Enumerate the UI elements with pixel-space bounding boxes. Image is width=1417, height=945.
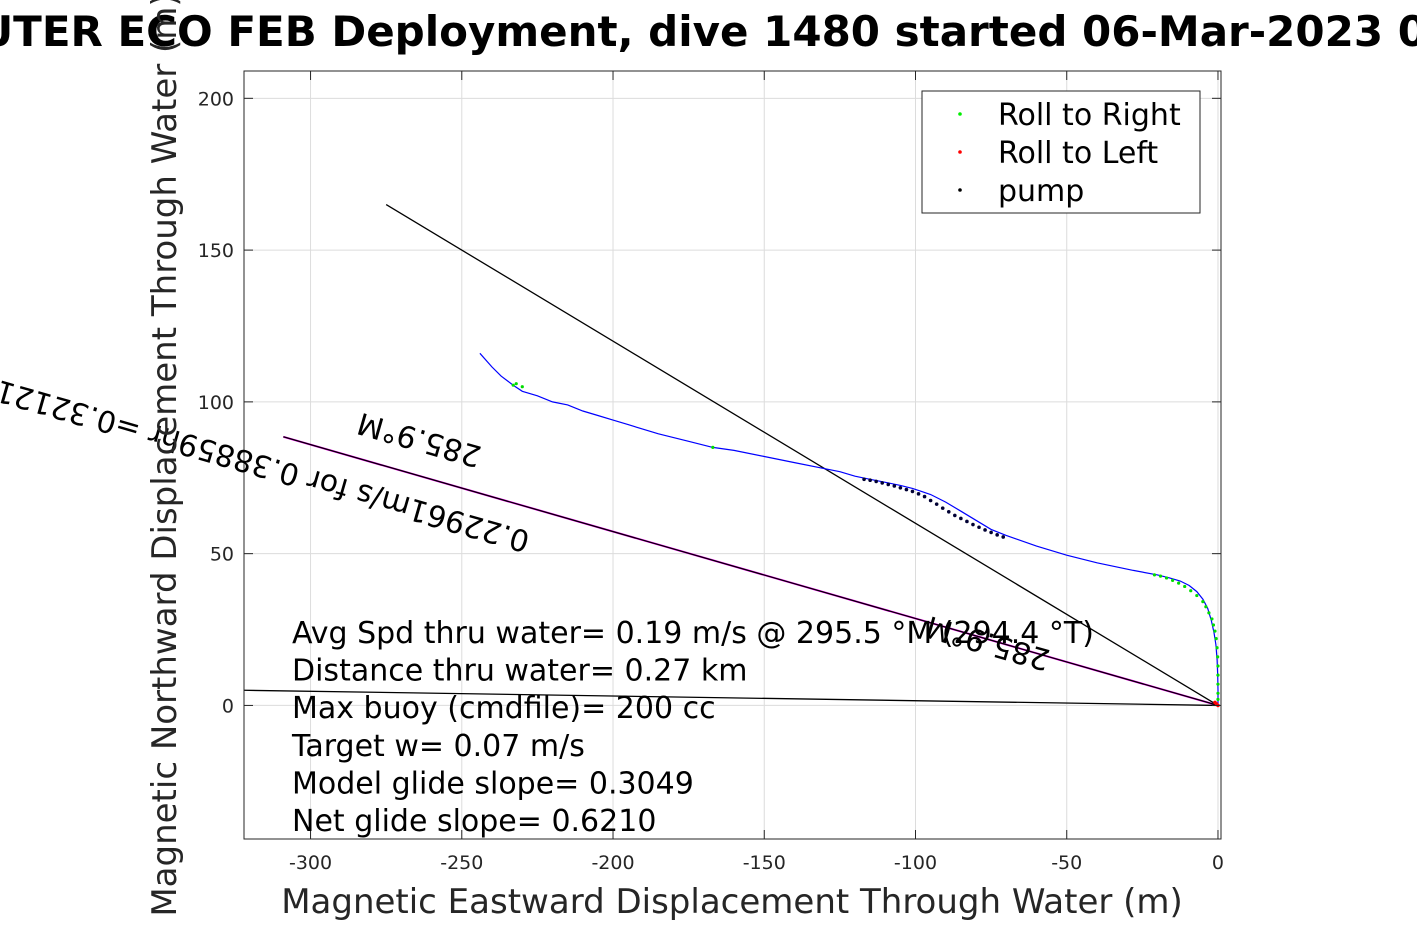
grid [244,71,1221,839]
roll-right-point [514,382,518,386]
y-axis-label: Magnetic Northward Displacement Through … [145,0,185,917]
roll-right-point [1164,576,1169,580]
plot-frame [243,70,1222,840]
chart-title: SG HAUTER ECO FEB Deployment, dive 1480 … [0,7,1417,56]
roll-right-point [520,385,524,389]
x-tick-label: -150 [743,852,786,874]
stats-block: Avg Spd thru water= 0.19 m/s @ 295.5 °M … [291,616,1094,839]
roll-right-point [1152,573,1157,577]
pump-point [892,484,897,488]
pump-point [989,530,993,535]
pump-point [880,481,885,485]
roll-right-point [1216,691,1220,695]
roll-right-point [1204,605,1208,609]
x-tick-label: -250 [440,852,483,874]
black-line-2 [385,204,1219,706]
stat-line: Distance thru water= 0.27 km [292,654,747,689]
roll-right-point [1216,682,1220,686]
pump-point [886,482,891,487]
pump-point [874,479,878,484]
roll-right-point [511,383,515,387]
pump-point [959,516,963,521]
track-line [479,352,1219,706]
roll-right-point [1213,629,1217,633]
pump-point [916,492,921,496]
x-tick-label: -300 [289,852,332,874]
roll-right-point [1216,655,1220,659]
stat-line: Net glide slope= 0.6210 [292,804,656,839]
y-tick-label: 100 [198,392,234,414]
roll-right-point [1158,574,1163,578]
reference-lines [243,204,1219,707]
pump-point [983,528,987,532]
y-tick-label: 200 [198,88,234,110]
axis-ticks: -300 -250 -200 -150 -100 -50 0 0 50 100 150 200 [198,71,1224,874]
roll-right-point [1211,623,1216,627]
legend-label: Roll to Right [998,98,1181,133]
y-tick-label: 50 [210,544,234,566]
roll-right-point [1177,581,1181,585]
pump-point [940,506,945,510]
pump-point [898,485,903,490]
legend-marker [958,150,962,154]
black-line-3 [243,689,1218,707]
pump-point [995,533,999,537]
x-tick-label: -50 [1051,852,1082,874]
pump-point [953,513,957,518]
legend-box [921,90,1201,214]
x-axis-label: Magnetic Eastward Displacement Through W… [281,882,1183,922]
roll-right-point [1189,589,1193,593]
stat-line: Max buoy (cmdfile)= 200 cc [292,691,716,726]
pump-point [934,502,939,506]
legend-marker [958,188,962,192]
stat-line: Model glide slope= 0.3049 [292,766,694,801]
roll-right-point [1216,673,1220,677]
pump-point [946,509,951,514]
roll-right-point [1183,584,1187,589]
pump-point [904,487,909,492]
marker-layer [511,382,1220,708]
roll-left-point [1213,700,1217,705]
roll-right-point [1216,664,1220,668]
y-tick-label: 0 [222,695,234,717]
pump-point [910,489,915,494]
x-tick-label: -200 [591,852,634,874]
pump-point [971,522,975,527]
pump-point [965,519,969,524]
x-tick-label: 0 [1212,852,1224,874]
black-line-1 [283,436,1219,707]
roll-right-point [1214,637,1218,641]
series-layer [479,352,1219,706]
x-tick-label: -100 [894,852,937,874]
stat-line: Avg Spd thru water= 0.19 m/s @ 295.5 °M … [292,616,1094,651]
pump-point [1001,535,1006,539]
roll-right-point [1201,600,1205,604]
roll-right-point [1216,697,1220,701]
pump-point [862,477,866,482]
legend-label: pump [998,174,1084,209]
stat-line: Target w= 0.07 m/s [291,729,585,764]
roll-right-point [1207,611,1211,615]
pump-point [922,494,927,499]
roll-right-point [1210,617,1214,621]
legend-label: Roll to Left [998,136,1158,171]
roll-right-point [711,445,715,450]
y-tick-label: 150 [198,240,234,262]
roll-right-point [1215,646,1219,650]
legend-marker [958,112,962,116]
pump-point [928,498,933,503]
roll-right-point [1171,578,1175,582]
roll-right-point [1195,593,1199,598]
pump-point [977,525,981,530]
pump-point [868,478,872,482]
